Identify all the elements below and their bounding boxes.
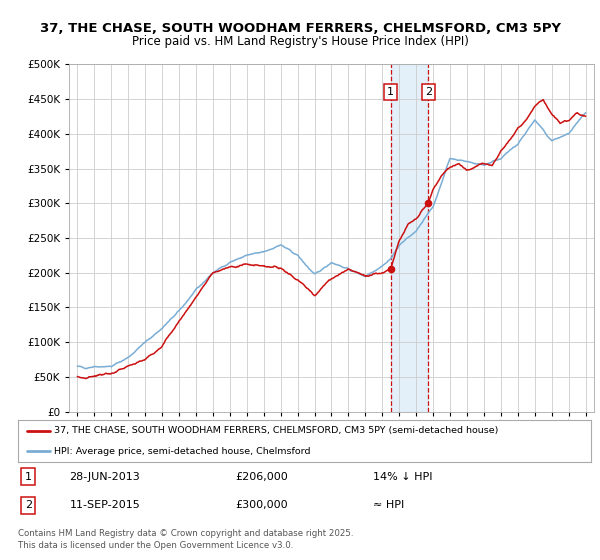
Text: 2: 2 — [25, 500, 32, 510]
Text: 28-JUN-2013: 28-JUN-2013 — [70, 472, 140, 482]
Text: 37, THE CHASE, SOUTH WOODHAM FERRERS, CHELMSFORD, CM3 5PY: 37, THE CHASE, SOUTH WOODHAM FERRERS, CH… — [40, 22, 560, 35]
Text: £206,000: £206,000 — [236, 472, 289, 482]
Text: 1: 1 — [25, 472, 32, 482]
Text: ≈ HPI: ≈ HPI — [373, 500, 404, 510]
Text: Price paid vs. HM Land Registry's House Price Index (HPI): Price paid vs. HM Land Registry's House … — [131, 35, 469, 48]
Bar — [391, 64, 428, 412]
Text: Contains HM Land Registry data © Crown copyright and database right 2025.
This d: Contains HM Land Registry data © Crown c… — [18, 529, 353, 550]
Text: 11-SEP-2015: 11-SEP-2015 — [70, 500, 140, 510]
Text: HPI: Average price, semi-detached house, Chelmsford: HPI: Average price, semi-detached house,… — [54, 446, 311, 456]
Text: £300,000: £300,000 — [236, 500, 289, 510]
Text: 2: 2 — [425, 87, 432, 97]
Text: 14% ↓ HPI: 14% ↓ HPI — [373, 472, 433, 482]
Text: 37, THE CHASE, SOUTH WOODHAM FERRERS, CHELMSFORD, CM3 5PY (semi-detached house): 37, THE CHASE, SOUTH WOODHAM FERRERS, CH… — [54, 426, 499, 436]
Text: 1: 1 — [387, 87, 394, 97]
